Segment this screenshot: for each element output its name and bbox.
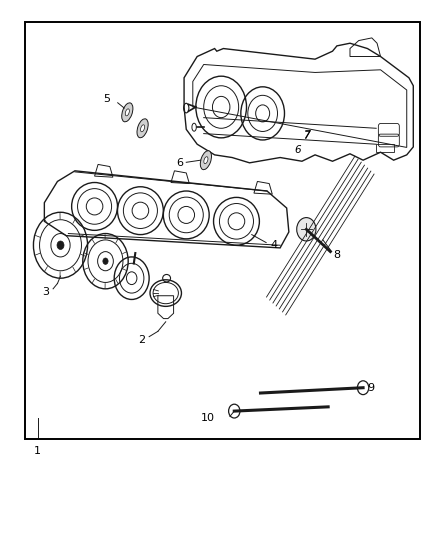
Text: 7: 7 [303, 131, 310, 141]
Ellipse shape [141, 125, 145, 132]
Text: 8: 8 [333, 250, 340, 260]
Text: 4: 4 [271, 240, 278, 250]
Ellipse shape [204, 157, 208, 164]
Text: 3: 3 [42, 287, 49, 297]
Circle shape [103, 258, 108, 264]
Ellipse shape [137, 119, 148, 138]
Text: 5: 5 [103, 94, 110, 104]
Text: 6: 6 [294, 144, 301, 155]
Text: 9: 9 [367, 383, 374, 393]
Circle shape [229, 404, 240, 418]
Circle shape [57, 241, 64, 249]
Ellipse shape [200, 151, 212, 169]
Text: 7: 7 [304, 130, 311, 140]
Ellipse shape [125, 109, 129, 116]
Circle shape [297, 217, 316, 241]
Text: 2: 2 [138, 335, 145, 345]
Text: 6: 6 [176, 158, 183, 168]
Text: 10: 10 [201, 413, 215, 423]
Text: 1: 1 [34, 446, 41, 456]
Ellipse shape [122, 103, 133, 122]
Circle shape [357, 381, 369, 394]
